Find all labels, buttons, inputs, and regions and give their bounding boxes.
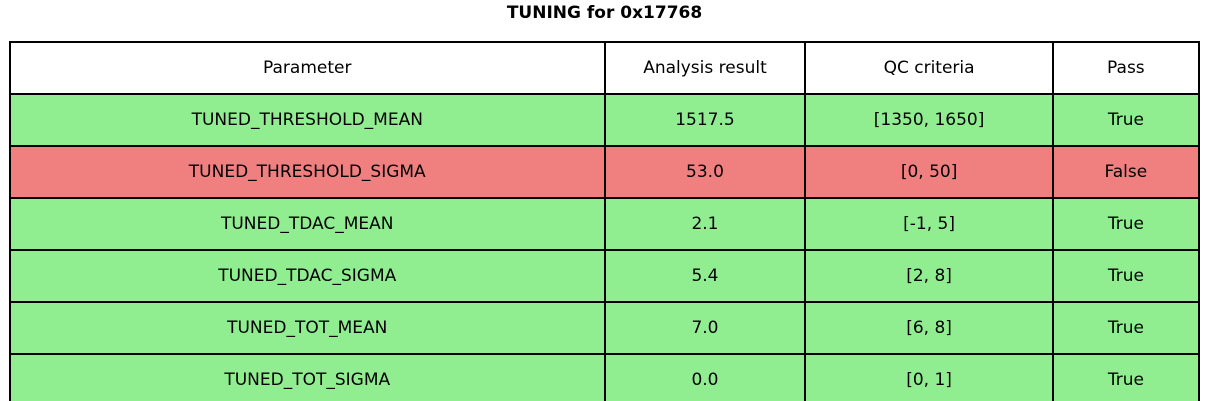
parameter-cell: TUNED_TOT_SIGMA [9, 353, 606, 401]
qc-criteria-cell: [6, 8] [804, 301, 1054, 355]
qc-results-table: Parameter Analysis result QC criteria Pa… [9, 41, 1201, 401]
qc-criteria-cell: [1350, 1650] [804, 93, 1054, 147]
parameter-cell: TUNED_TOT_MEAN [9, 301, 606, 355]
parameter-cell: TUNED_TDAC_MEAN [9, 197, 606, 251]
pass-cell: True [1051, 353, 1201, 401]
column-header-pass: Pass [1051, 41, 1201, 95]
parameter-cell: TUNED_THRESHOLD_MEAN [9, 93, 606, 147]
qc-criteria-cell: [2, 8] [804, 249, 1054, 303]
pass-cell: True [1051, 301, 1201, 355]
table-row: TUNED_THRESHOLD_SIGMA 53.0 [0, 50] False [9, 145, 1201, 199]
qc-criteria-cell: [0, 1] [804, 353, 1054, 401]
qc-criteria-cell: [-1, 5] [804, 197, 1054, 251]
pass-cell: True [1051, 249, 1201, 303]
pass-cell: True [1051, 197, 1201, 251]
analysis-result-cell: 1517.5 [603, 93, 807, 147]
qc-criteria-cell: [0, 50] [804, 145, 1054, 199]
pass-cell: False [1051, 145, 1201, 199]
table-row: TUNED_TDAC_MEAN 2.1 [-1, 5] True [9, 197, 1201, 251]
pass-cell: True [1051, 93, 1201, 147]
column-header-analysis-result: Analysis result [603, 41, 807, 95]
parameter-cell: TUNED_TDAC_SIGMA [9, 249, 606, 303]
table-row: TUNED_THRESHOLD_MEAN 1517.5 [1350, 1650]… [9, 93, 1201, 147]
table-row: TUNED_TDAC_SIGMA 5.4 [2, 8] True [9, 249, 1201, 303]
analysis-result-cell: 5.4 [603, 249, 807, 303]
table-row: TUNED_TOT_MEAN 7.0 [6, 8] True [9, 301, 1201, 355]
analysis-result-cell: 53.0 [603, 145, 807, 199]
analysis-result-cell: 7.0 [603, 301, 807, 355]
page-title: TUNING for 0x17768 [506, 3, 703, 23]
table-header-row: Parameter Analysis result QC criteria Pa… [9, 41, 1201, 95]
analysis-result-cell: 2.1 [603, 197, 807, 251]
analysis-result-cell: 0.0 [603, 353, 807, 401]
column-header-qc-criteria: QC criteria [804, 41, 1054, 95]
parameter-cell: TUNED_THRESHOLD_SIGMA [9, 145, 606, 199]
column-header-parameter: Parameter [9, 41, 606, 95]
table-row: TUNED_TOT_SIGMA 0.0 [0, 1] True [9, 353, 1201, 401]
